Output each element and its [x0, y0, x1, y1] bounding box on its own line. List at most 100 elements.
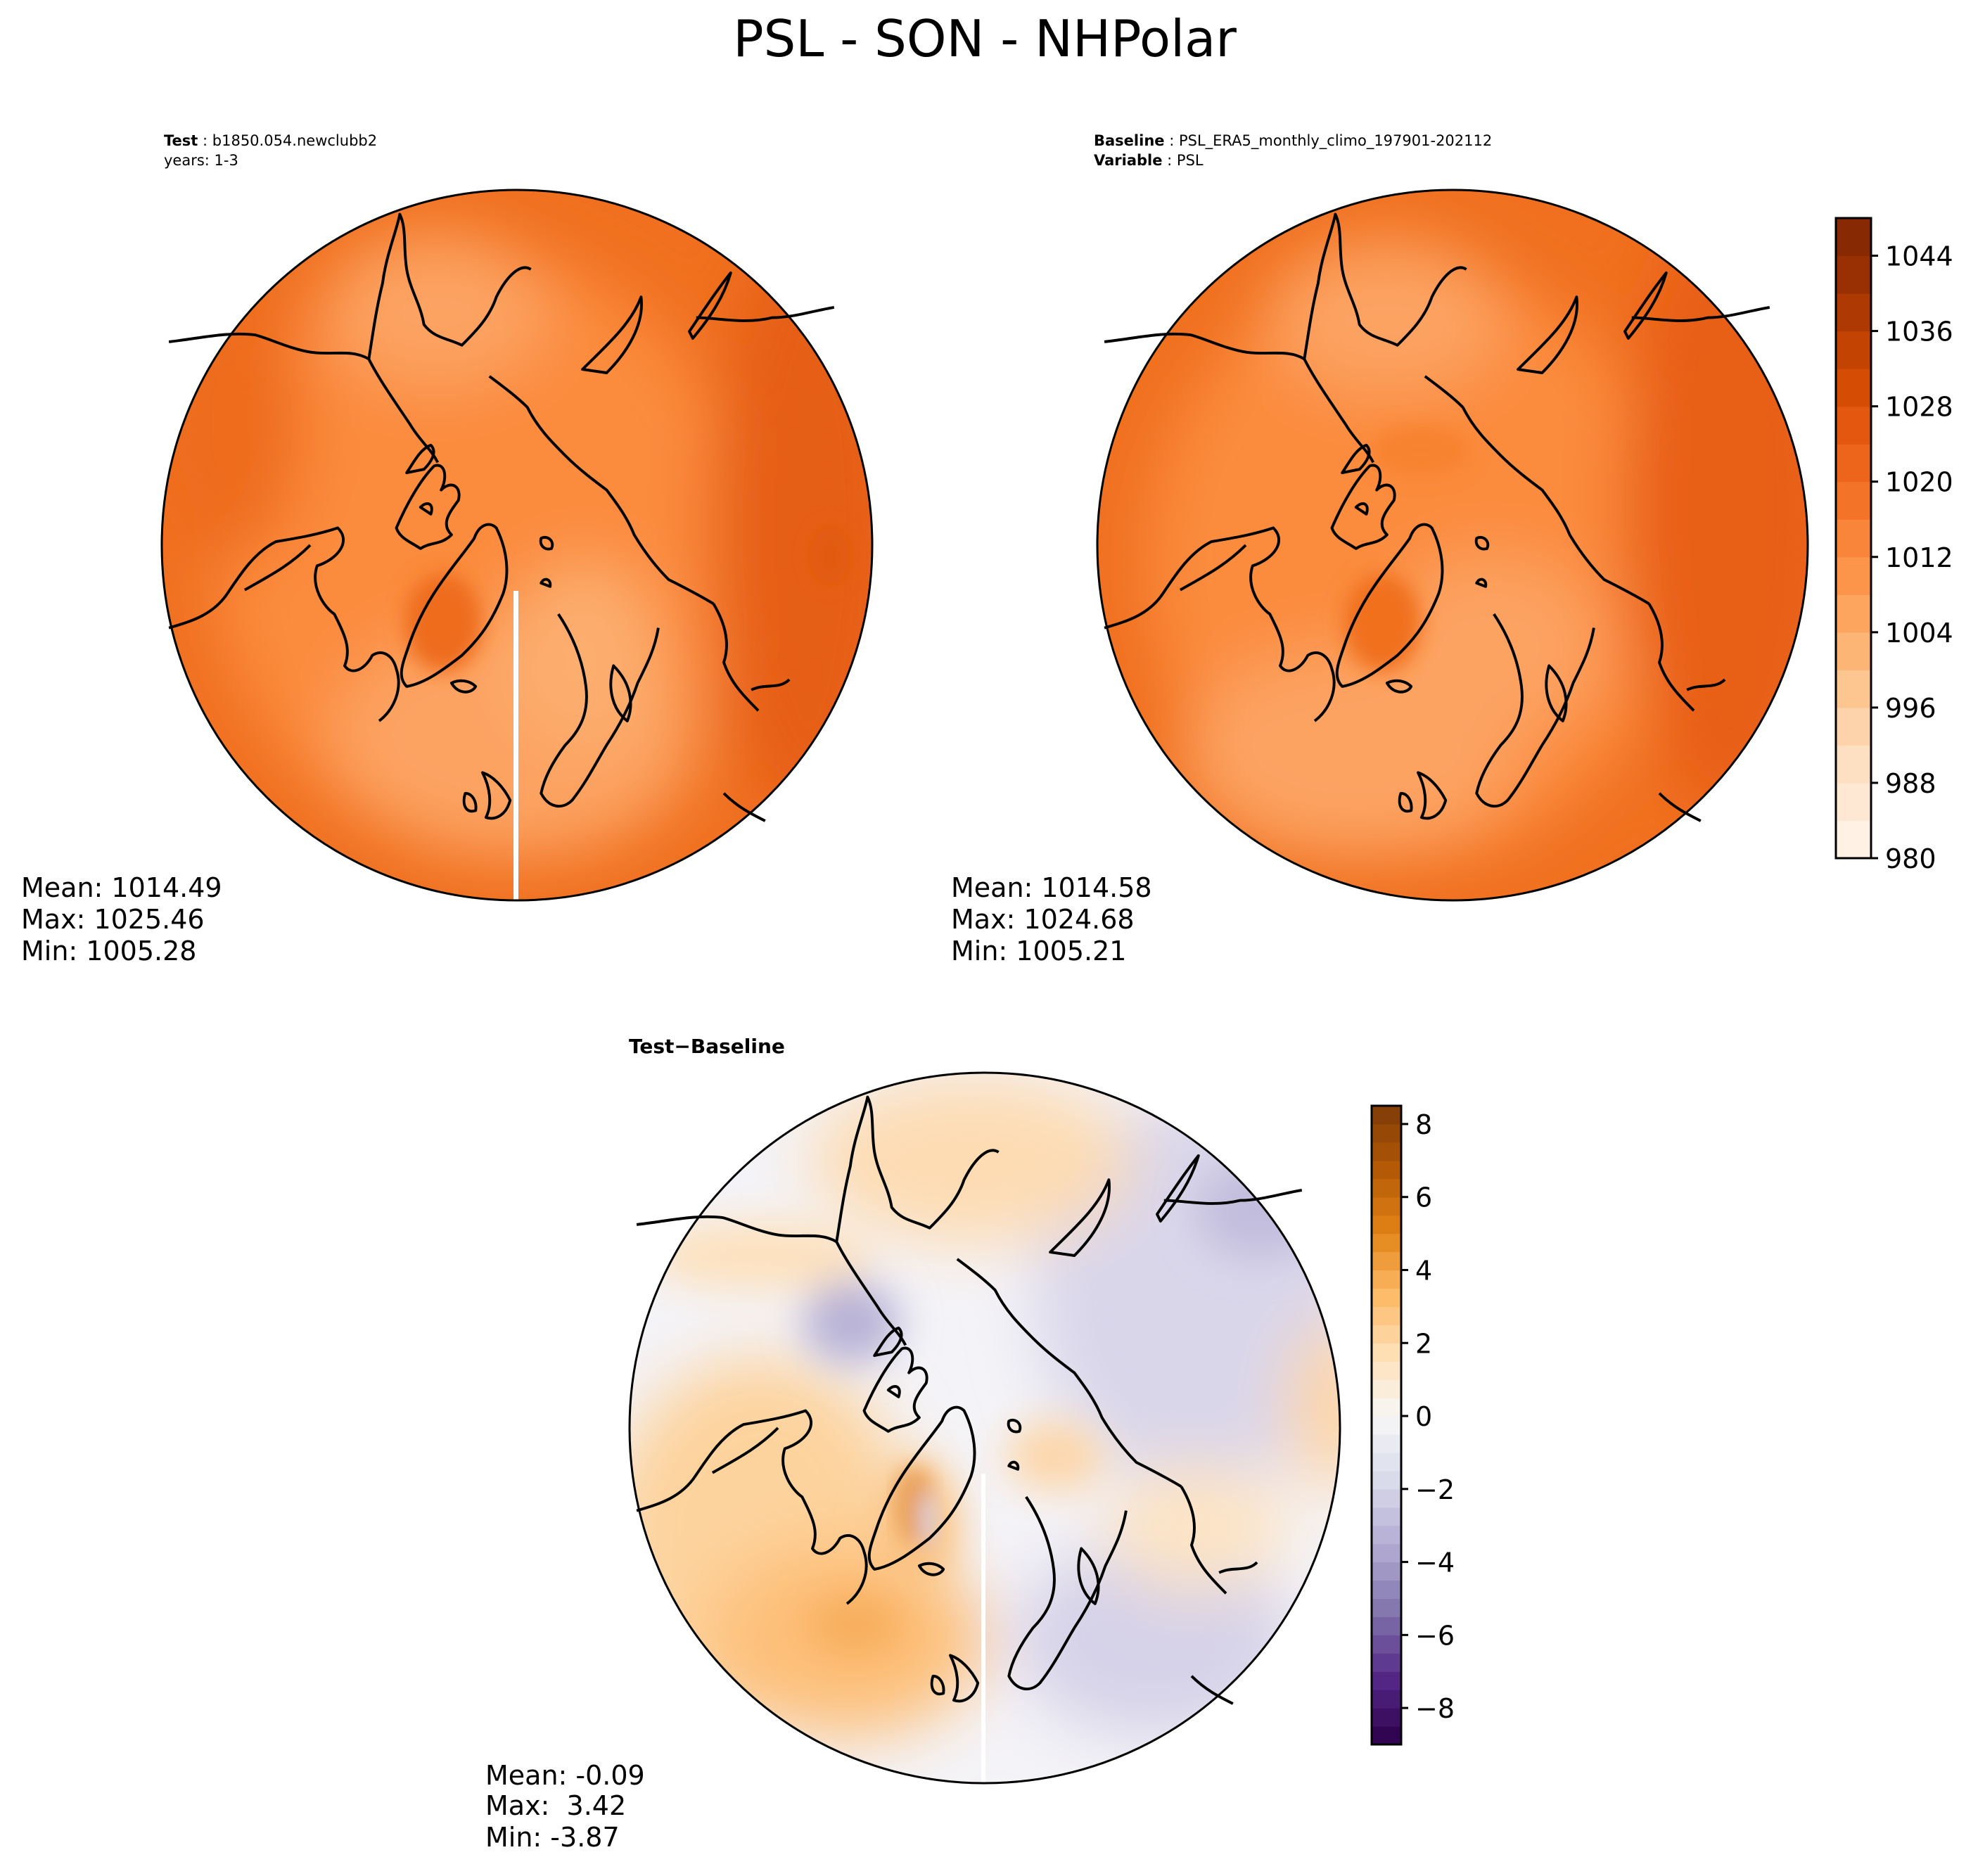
- colorbar-segment: [1372, 1580, 1401, 1600]
- colorbar-segment: [1372, 1160, 1401, 1180]
- colorbar-segment: [1836, 293, 1871, 332]
- colorbar-segment: [1372, 1598, 1401, 1617]
- baseline-panel: Baseline : PSL_ERA5_monthly_climo_197901…: [951, 132, 1953, 966]
- colorbar-segment: [1836, 556, 1871, 595]
- colorbar-segment: [1372, 1325, 1401, 1344]
- difference-map-boundary: [628, 1071, 1341, 1785]
- colorbar-segment: [1836, 782, 1871, 822]
- colorbar-segment: [1372, 1616, 1401, 1635]
- colorbar-tick-label: 8: [1415, 1109, 1432, 1140]
- figure-title: PSL - SON - NHPolar: [733, 9, 1237, 68]
- colorbar-tick-label: 4: [1415, 1255, 1432, 1286]
- colorbar-segment: [1836, 481, 1871, 520]
- svg-text:Baseline : PSL_ERA5_monthly_cl: Baseline : PSL_ERA5_monthly_climo_197901…: [1094, 132, 1492, 150]
- diff-min: Min: -3.87: [485, 1822, 620, 1853]
- colorbar-tick-label: 1004: [1885, 618, 1953, 649]
- difference-panel: Test−Baseline: [485, 1035, 1455, 1853]
- baseline-map-boundary: [1096, 189, 1809, 902]
- svg-text:Variable : PSL: Variable : PSL: [1094, 152, 1204, 169]
- diff-mean: Mean: -0.09: [485, 1760, 645, 1791]
- difference-map: [630, 1073, 1340, 1783]
- colorbar-segment: [1836, 707, 1871, 746]
- colorbar-segment: [1372, 1726, 1401, 1745]
- colorbar-tick-label: 980: [1885, 843, 1936, 874]
- diff-max: Max: 3.42: [485, 1790, 626, 1821]
- svg-text:Test−Baseline: Test−Baseline: [629, 1035, 785, 1058]
- colorbar-segment: [1372, 1306, 1401, 1325]
- colorbar-segment: [1372, 1361, 1401, 1380]
- colorbar-segment: [1372, 1543, 1401, 1563]
- colorbar-tick-label: 1044: [1885, 241, 1953, 272]
- diff-header-b: Baseline: [691, 1035, 785, 1058]
- psl-colorbar: 980 988 996 1004 1012 1020 1028 1036 1044: [1834, 217, 1953, 874]
- colorbar-frame: [1834, 217, 1872, 860]
- colorbar-segment: [1372, 1434, 1401, 1453]
- baseline-min: Min: 1005.21: [951, 936, 1126, 966]
- diff-header-a: Test: [629, 1035, 674, 1058]
- colorbar-segment: [1372, 1671, 1401, 1690]
- diff-header-op: −: [674, 1035, 690, 1058]
- colorbar-segment: [1372, 1562, 1401, 1581]
- colorbar-segment: [1836, 331, 1871, 369]
- colorbar-segment: [1372, 1215, 1401, 1234]
- colorbar-segment: [1836, 218, 1871, 257]
- colorbar-segment: [1836, 670, 1871, 708]
- colorbar-tick-label: 1020: [1885, 467, 1953, 498]
- colorbar-segment: [1836, 632, 1871, 670]
- colorbar-segment: [1836, 519, 1871, 558]
- baseline-header-value: PSL_ERA5_monthly_climo_197901-202112: [1179, 132, 1492, 150]
- colorbar-frame: [1370, 1104, 1403, 1746]
- colorbar-segment: [1372, 1233, 1401, 1253]
- baseline-header-key: Baseline: [1094, 132, 1165, 149]
- colorbar-tick-label: 1012: [1885, 542, 1953, 573]
- difference-colorbar: −8 −6 −4 −2 0 2 4 6 8: [1370, 1104, 1455, 1746]
- colorbar-segment: [1372, 1452, 1401, 1472]
- test-years: years: 1-3: [164, 152, 238, 169]
- colorbar-segment: [1372, 1379, 1401, 1398]
- colorbar-tick-label: −2: [1415, 1474, 1455, 1505]
- colorbar-segment: [1372, 1251, 1401, 1271]
- colorbar-segment: [1836, 745, 1871, 784]
- colorbar-segment: [1372, 1488, 1401, 1508]
- colorbar-tick-label: 996: [1885, 693, 1936, 724]
- colorbar-segment: [1372, 1123, 1401, 1143]
- colorbar-segment: [1372, 1343, 1401, 1362]
- colorbar-segment: [1372, 1106, 1401, 1125]
- colorbar-segment: [1372, 1288, 1401, 1307]
- test-min: Min: 1005.28: [21, 936, 196, 966]
- colorbar-segment: [1372, 1470, 1401, 1490]
- colorbar-segment: [1372, 1270, 1401, 1289]
- colorbar-segment: [1372, 1635, 1401, 1654]
- colorbar-segment: [1836, 820, 1871, 859]
- colorbar-segment: [1836, 369, 1871, 407]
- test-header-key: Test: [164, 132, 198, 149]
- test-header-value: b1850.054.newclubb2: [212, 132, 377, 149]
- colorbar-segment: [1372, 1708, 1401, 1727]
- colorbar-segment: [1372, 1653, 1401, 1672]
- colorbar-tick-label: 6: [1415, 1182, 1432, 1213]
- baseline-variable-value: PSL: [1177, 152, 1204, 169]
- colorbar-tick-label: 988: [1885, 768, 1936, 799]
- baseline-mean: Mean: 1014.58: [951, 872, 1152, 903]
- svg-text:Test : b1850.054.newclubb2: Test : b1850.054.newclubb2: [164, 132, 377, 149]
- test-panel: Test : b1850.054.newclubb2 years: 1-3 M: [21, 132, 874, 966]
- colorbar-segment: [1372, 1178, 1401, 1198]
- colorbar-segment: [1372, 1142, 1401, 1161]
- colorbar-tick-label: −4: [1415, 1548, 1455, 1578]
- colorbar-tick-label: 1028: [1885, 392, 1953, 423]
- test-mean: Mean: 1014.49: [21, 872, 222, 903]
- colorbar-tick-label: −6: [1415, 1620, 1455, 1651]
- colorbar-segment: [1372, 1690, 1401, 1709]
- colorbar-tick-label: 1036: [1885, 317, 1953, 347]
- colorbar-tick-label: 0: [1415, 1401, 1432, 1432]
- baseline-variable-key: Variable: [1094, 152, 1162, 169]
- colorbar-tick-label: 2: [1415, 1328, 1432, 1359]
- colorbar-segment: [1372, 1416, 1401, 1435]
- colorbar-segment: [1836, 594, 1871, 633]
- colorbar-segment: [1372, 1507, 1401, 1526]
- colorbar-tick-label: −8: [1415, 1693, 1455, 1724]
- colorbar-segment: [1372, 1398, 1401, 1417]
- colorbar-segment: [1372, 1525, 1401, 1545]
- colorbar-segment: [1836, 255, 1871, 294]
